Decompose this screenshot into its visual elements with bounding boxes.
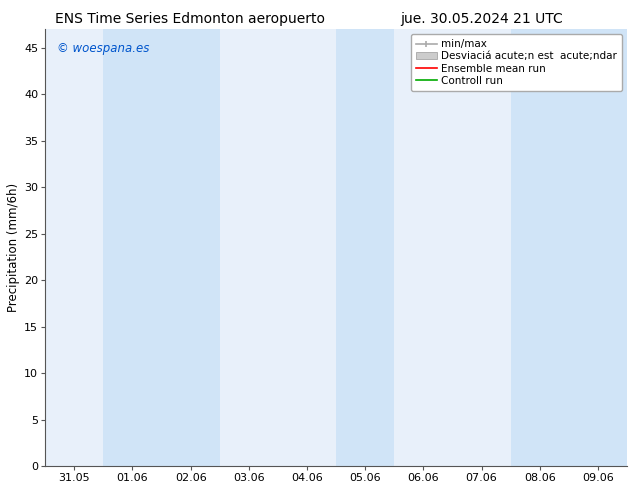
Bar xyxy=(103,29,162,466)
Text: ENS Time Series Edmonton aeropuerto: ENS Time Series Edmonton aeropuerto xyxy=(55,12,325,26)
Bar xyxy=(162,29,220,466)
Y-axis label: Precipitation (mm/6h): Precipitation (mm/6h) xyxy=(7,183,20,312)
Bar xyxy=(510,29,569,466)
Legend: min/max, Desviaciá acute;n est  acute;ndar, Ensemble mean run, Controll run: min/max, Desviaciá acute;n est acute;nda… xyxy=(411,34,622,91)
Text: jue. 30.05.2024 21 UTC: jue. 30.05.2024 21 UTC xyxy=(401,12,563,26)
Bar xyxy=(569,29,627,466)
Bar xyxy=(336,29,394,466)
Text: © woespana.es: © woespana.es xyxy=(57,42,149,55)
